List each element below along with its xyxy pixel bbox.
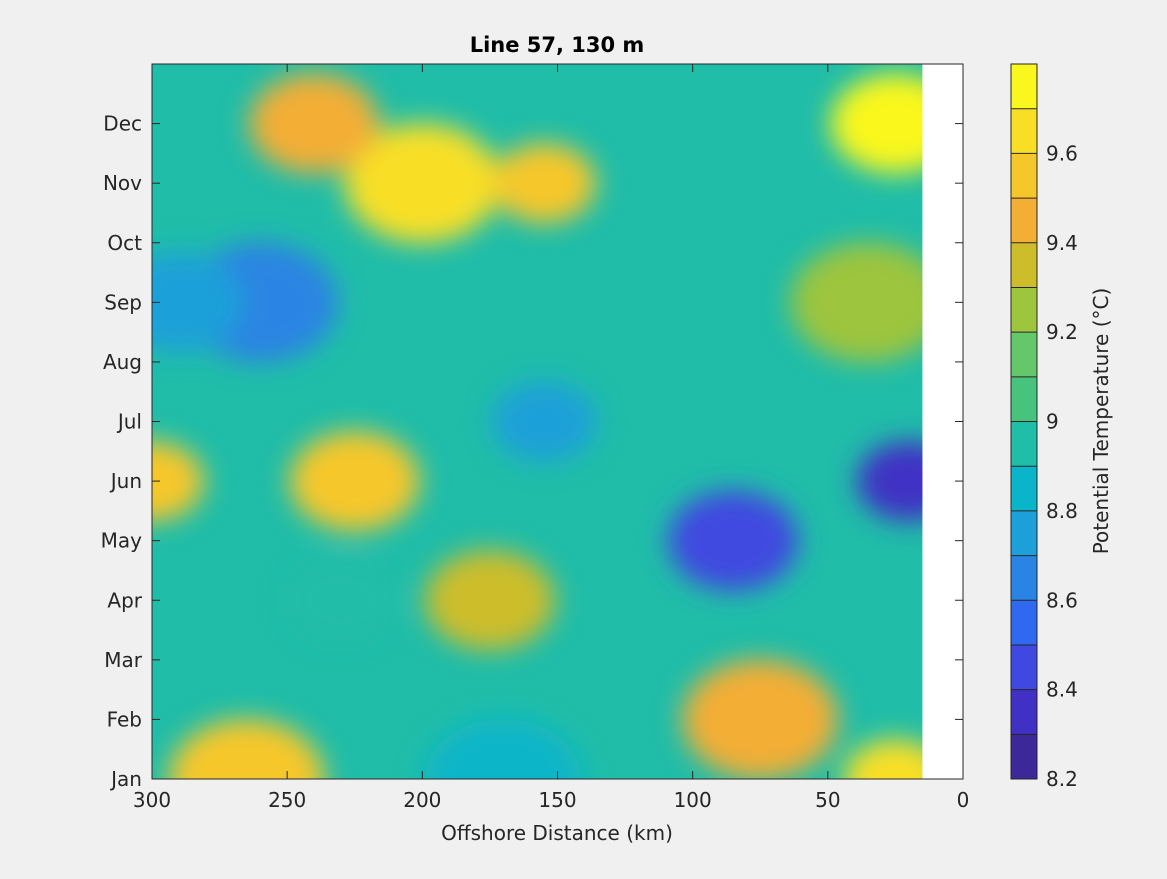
y-tick-label: Aug [103,350,142,374]
y-axis: Jan Feb Mar Apr May Jun Jul Aug Sep Oct Nov Dec [101,112,963,791]
y-tick-label: Dec [103,112,142,136]
contour-feature [668,490,799,591]
colorbar-swatch [1011,734,1037,779]
x-tick-label: 0 [957,788,970,812]
colorbar-swatch [1011,555,1037,601]
contour-field [152,64,963,779]
colorbar-swatch [1011,198,1037,243]
colorbar-frame [1010,63,1038,780]
x-tick-label: 100 [674,788,712,812]
y-tick-label: Feb [107,707,142,731]
colorbar-tick-label: 8.2 [1046,767,1078,791]
contour-feature [491,143,596,224]
y-tick-label: Apr [107,588,142,612]
colorbar-swatch [1011,689,1037,735]
colorbar-tick-label: 9 [1046,410,1059,434]
x-tick-label: 250 [268,788,306,812]
contour-feature [424,550,555,651]
contour-bands [152,73,961,779]
x-axis: 300 250 200 150 100 50 0 [133,64,969,812]
y-tick-label: Jun [109,469,142,493]
colorbar-swatch [1011,600,1037,645]
y-tick-label: Jul [116,410,142,434]
colorbar-tick-label: 9.2 [1046,320,1078,344]
contour-feature [491,381,596,462]
colorbar-swatch [1011,64,1037,109]
contour-feature [152,441,204,522]
contour-feature [152,252,245,353]
colorbar-tick-label: 9.6 [1046,141,1078,165]
contour-feature [289,431,420,532]
colorbar-tick-label: 8.6 [1046,588,1078,612]
colorbar-tick-label: 8.4 [1046,678,1078,702]
x-axis-label: Offshore Distance (km) [441,821,673,845]
colorbar-tick-label: 9.4 [1046,231,1078,255]
colorbar-swatch [1011,421,1037,467]
colorbar-tick-label: 8.8 [1046,499,1078,523]
y-tick-label: Jan [109,767,142,791]
chart-title: Line 57, 130 m [470,33,645,57]
y-tick-label: Mar [104,648,143,672]
contour-feature [425,719,582,779]
contour-feature [790,242,947,363]
colorbar-swatch [1011,376,1037,422]
colorbar-label: Potential Temperature (°C) [1089,288,1113,555]
contour-feature [289,560,394,641]
contour-feature [843,739,948,779]
colorbar-swatch [1011,332,1037,377]
contour-feature [168,719,325,779]
x-tick-label: 150 [538,788,576,812]
colorbar-swatch [1011,287,1037,333]
y-tick-label: Sep [104,290,142,314]
x-tick-label: 200 [403,788,441,812]
contour-feature [682,659,839,779]
y-tick-label: Oct [107,231,142,255]
colorbar-swatch [1011,108,1037,154]
colorbar-swatch [1011,153,1037,199]
contour-feature [344,123,501,244]
colorbar: 8.2 8.4 8.6 8.8 9 9.2 9.4 9.6 [1010,63,1078,791]
y-tick-label: May [101,529,143,553]
y-tick-label: Nov [103,171,142,195]
colorbar-swatch [1011,510,1037,556]
colorbar-swatch [1011,242,1037,288]
x-tick-label: 300 [133,788,171,812]
colorbar-swatch [1011,644,1037,690]
contour-feature [249,73,380,174]
colorbar-swatch [1011,466,1037,511]
x-tick-label: 50 [815,788,840,812]
